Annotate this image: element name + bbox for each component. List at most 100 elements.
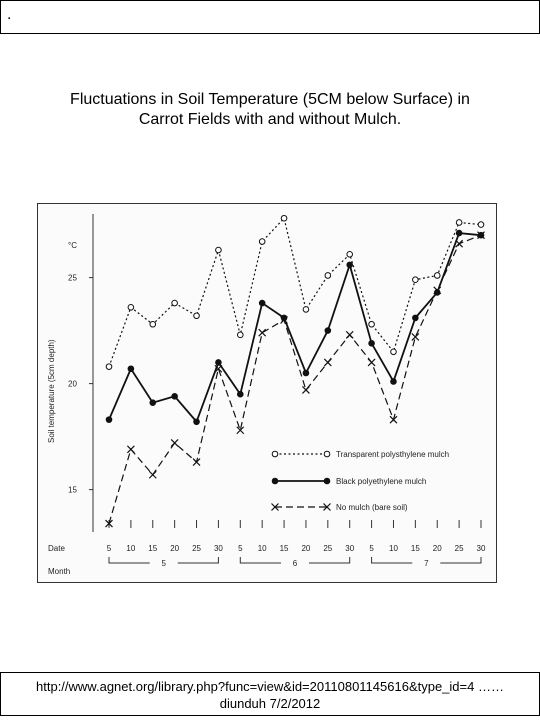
- series-0-point: [368, 320, 375, 328]
- x-tick-label: 20: [301, 544, 310, 553]
- series-2-point: [411, 333, 420, 341]
- x-tick-label: 10: [389, 544, 398, 553]
- series-2-point: [302, 386, 310, 394]
- legend-entry-2: No mulch (bare soil): [336, 503, 408, 512]
- series-0-point: [127, 303, 135, 311]
- x-tick-label: 20: [433, 544, 442, 553]
- x-tick-label: 15: [280, 544, 289, 553]
- x-tick-label: 25: [192, 544, 201, 553]
- header-marker: .: [7, 6, 12, 23]
- series-line-2: [108, 234, 482, 524]
- y-tick-label: 15: [68, 486, 77, 495]
- series-1-point: [236, 390, 244, 398]
- y-tick-label: 25: [68, 274, 77, 283]
- series-1-point: [258, 299, 266, 307]
- x-tick-label: 30: [345, 544, 354, 553]
- series-2-point: [170, 439, 179, 447]
- month-bracket: [371, 557, 482, 564]
- month-bracket: [108, 557, 219, 564]
- series-2-point: [105, 519, 113, 528]
- series-0-point: [236, 331, 244, 339]
- series-2-point: [214, 364, 223, 373]
- series-2-point: [323, 358, 332, 367]
- legend-marker-0: [271, 450, 279, 458]
- series-1-point: [127, 365, 135, 373]
- series-0-point: [412, 276, 419, 284]
- series-2-point: [433, 286, 442, 295]
- series-0-point: [105, 363, 113, 370]
- series-0-point: [193, 312, 200, 320]
- series-2-point: [367, 358, 376, 367]
- series-1-point: [346, 261, 354, 269]
- series-2-point: [455, 239, 464, 248]
- series-0-point: [171, 299, 178, 307]
- series-0-point: [215, 246, 222, 254]
- series-0-point: [477, 221, 485, 228]
- x-tick-label: 25: [455, 544, 464, 553]
- y-unit-label: °C: [68, 241, 77, 250]
- legend-entry-0: Transparent polysthylene mulch: [336, 450, 449, 459]
- x-tick-label: 5: [238, 544, 243, 553]
- series-1-point: [193, 418, 200, 426]
- series-0-point: [280, 214, 288, 222]
- series-2-point: [258, 328, 267, 337]
- series-0-point: [302, 306, 310, 313]
- series-1-point: [302, 369, 310, 377]
- series-line-0: [108, 217, 482, 367]
- series-2-point: [389, 415, 398, 424]
- series-0-point: [433, 272, 441, 279]
- legend-marker-0: [323, 450, 331, 458]
- x-tick-label: 5: [369, 544, 374, 553]
- series-line-1: [108, 232, 482, 424]
- series-2-point: [236, 426, 245, 435]
- x-tick-label: 20: [170, 544, 179, 553]
- legend-marker-1: [323, 477, 331, 485]
- soil-temperature-chart: °C 15 20 25 Soil temperature (5cm depth) Date…: [47, 214, 486, 576]
- series-1-point: [368, 340, 375, 347]
- legend-marker-2: [323, 503, 331, 511]
- x-tick-label: 10: [126, 544, 135, 553]
- x-tick-label: 15: [148, 544, 157, 553]
- x-row-label-date: Date: [48, 544, 65, 553]
- x-tick-label: 25: [323, 544, 332, 553]
- series-1-point: [455, 229, 463, 237]
- series-2-point: [126, 445, 135, 454]
- x-tick-label: 10: [258, 544, 267, 553]
- series-2-point: [148, 470, 157, 479]
- series-1-point: [105, 416, 113, 423]
- series-2-point: [280, 316, 288, 324]
- series-1-point: [171, 393, 178, 400]
- month-label: 5: [161, 559, 166, 568]
- month-label: 6: [293, 559, 298, 568]
- series-2-point: [477, 231, 485, 240]
- series-0-point: [346, 250, 354, 258]
- series-0-point: [324, 272, 332, 279]
- y-tick-label: 20: [68, 380, 77, 389]
- series-0-point: [390, 348, 397, 356]
- series-0-point: [149, 320, 157, 328]
- month-bracket: [239, 557, 351, 564]
- title-line-2: Carrot Fields with and without Mulch.: [138, 111, 402, 128]
- footer-box: http://www.agnet.org/library.php?func=vi…: [0, 672, 540, 716]
- series-1-point: [324, 327, 332, 334]
- legend-marker-2: [271, 503, 279, 511]
- chart-frame: °C 15 20 25 Soil temperature (5cm depth) Date…: [37, 203, 497, 583]
- x-tick-label: 5: [107, 544, 112, 553]
- series-1-point: [412, 314, 419, 322]
- y-axis-label: Soil temperature (5cm depth): [47, 339, 56, 443]
- series-2-point: [345, 330, 354, 339]
- page-title: Fluctuations in Soil Temperature (5CM be…: [20, 90, 520, 130]
- month-label: 7: [424, 559, 429, 568]
- x-tick-label: 15: [411, 544, 420, 553]
- legend-marker-1: [271, 477, 279, 485]
- x-tick-label: 30: [214, 544, 223, 553]
- series-1-point: [390, 378, 397, 385]
- series-0-point: [258, 238, 266, 245]
- legend-entry-1: Black polyethylene mulch: [336, 477, 426, 486]
- series-0-point: [455, 219, 463, 226]
- series-1-point: [149, 399, 157, 406]
- source-url[interactable]: http://www.agnet.org/library.php?func=vi…: [36, 679, 504, 694]
- title-line-1: Fluctuations in Soil Temperature (5CM be…: [70, 91, 470, 108]
- series-1-point: [215, 359, 222, 366]
- download-credit: diunduh 7/2/2012: [219, 696, 321, 711]
